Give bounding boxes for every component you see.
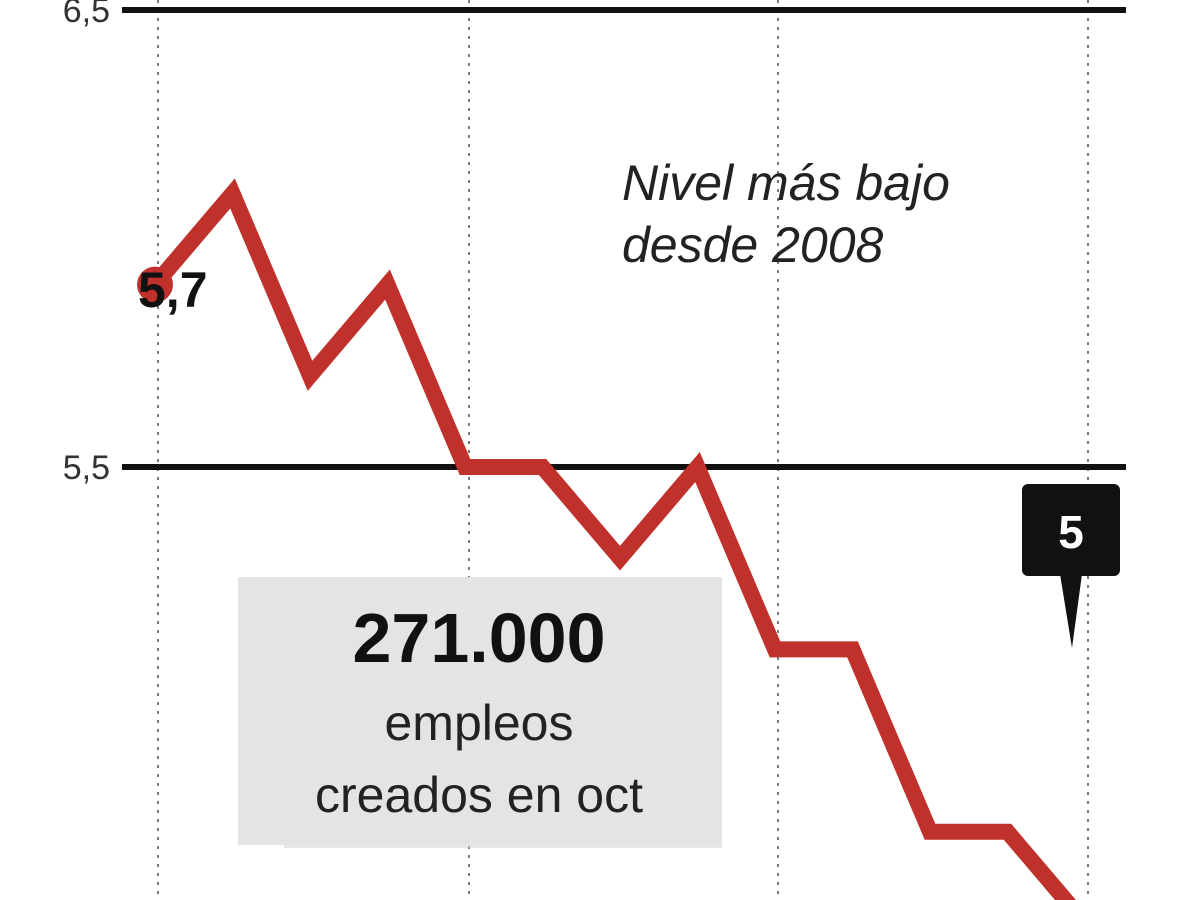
y-tick-label: 5,5 xyxy=(63,449,110,487)
horizontal-gridlines xyxy=(122,7,1126,470)
callout-background xyxy=(238,577,722,845)
jobs-callout-box: 271.000 empleos creados en oct xyxy=(238,577,722,848)
series-points xyxy=(137,266,173,303)
series-line xyxy=(147,178,1076,900)
callout-line-1: empleos xyxy=(385,695,574,751)
end-badge-pointer xyxy=(1060,574,1082,648)
start-value-label: 5,7 xyxy=(138,262,208,318)
annotation-line-1: Nivel más bajo xyxy=(622,155,950,211)
callout-line-2: creados en oct xyxy=(315,767,643,823)
y-tick-label: 6,5 xyxy=(63,0,110,30)
end-value-badge: 5 xyxy=(1022,484,1120,648)
start-point xyxy=(137,266,173,303)
callout-value: 271.000 xyxy=(352,599,605,677)
end-badge-background xyxy=(1022,484,1120,576)
annotation-line-2: desde 2008 xyxy=(622,217,884,273)
end-value-label: 5 xyxy=(1058,506,1084,558)
y-axis-tick-labels: 6,5 5,5 xyxy=(63,0,110,487)
